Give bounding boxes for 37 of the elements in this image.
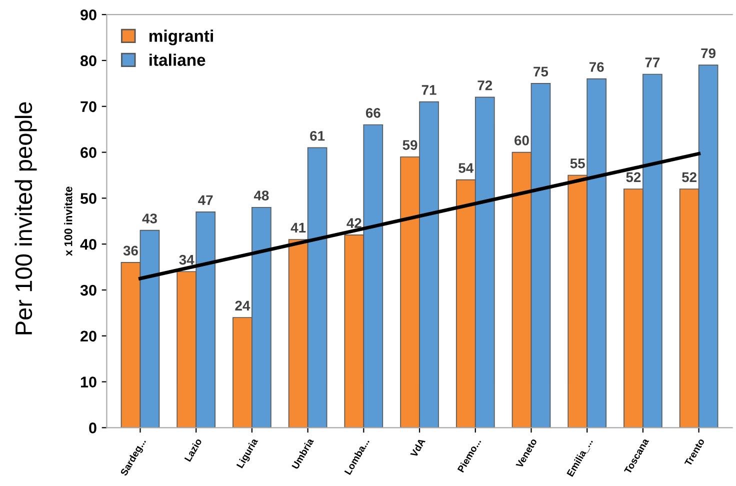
data-label: 76 [589,62,604,72]
data-label: 66 [366,108,380,118]
y-tick-label: 40 [80,238,96,250]
data-label: 34 [179,254,194,265]
data-label: 60 [514,136,529,146]
y-tick-label: 30 [80,284,96,296]
data-label: 75 [534,66,548,77]
data-label: 54 [458,163,474,173]
data-label: 48 [254,190,269,200]
data-label: 47 [198,195,213,205]
data-label: 42 [346,218,362,228]
data-label: 52 [682,172,696,182]
y-tick-label: 80 [80,55,96,66]
text: Per 100 invited people [14,102,37,334]
data-label: 24 [235,300,250,310]
data-label: 72 [478,80,492,90]
legend-label: migranti [149,30,213,46]
y-tick-label: 0 [89,422,96,434]
y-tick-label: 10 [80,376,96,388]
data-label: 41 [290,222,306,232]
y-tick-label: 20 [80,330,96,342]
data-label: 43 [142,214,157,224]
data-label: 52 [626,172,641,182]
y-tick-label: 50 [80,193,96,204]
y-tick-label: 60 [80,147,96,158]
y-tick-label: 90 [80,9,96,20]
legend-label: italiane [150,54,206,66]
data-label: 61 [310,130,325,141]
data-label: 55 [570,158,585,168]
x-tick-label: VdA [410,438,426,458]
y-axis-title: x 100 invitate [64,186,72,256]
data-label: 71 [422,85,436,95]
y-tick-label: 70 [80,101,96,112]
data-label: 79 [701,48,716,58]
data-label: 77 [645,58,660,68]
data-label: 36 [123,246,138,256]
data-label: 59 [402,140,418,150]
